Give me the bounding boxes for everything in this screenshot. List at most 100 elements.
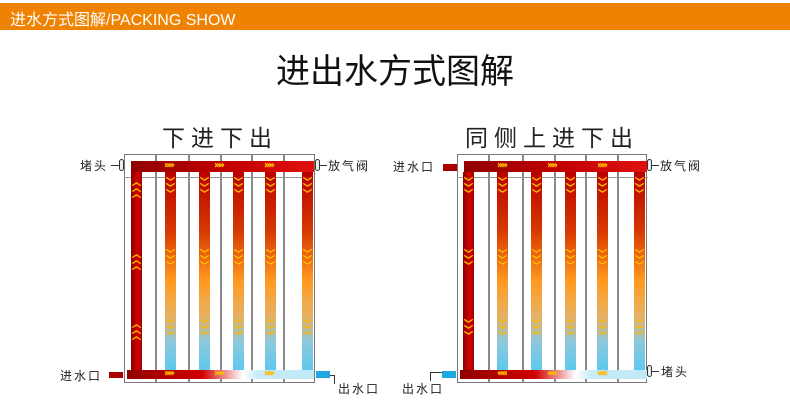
- air-valve-icon: [315, 159, 320, 171]
- label-inlet: 进水口: [393, 160, 436, 174]
- arrow-right-icon: »»: [597, 160, 608, 171]
- arrow-up-icon: ︿ ︿ ︿: [131, 320, 141, 342]
- arrow-down-icon: ﹀ ﹀ ﹀: [565, 178, 575, 200]
- radiator-tube: [233, 172, 244, 370]
- arrow-down-icon: ﹀ ﹀ ﹀: [165, 178, 175, 200]
- arrow-right-icon: »»: [497, 160, 508, 171]
- top-header-pipe: [131, 161, 314, 172]
- arrow-down-icon: ﹀ ﹀ ﹀: [634, 320, 644, 342]
- arrow-down-icon: ﹀ ﹀ ﹀: [497, 250, 507, 272]
- leader-line: [111, 165, 119, 166]
- arrow-down-icon: ﹀ ﹀ ﹀: [597, 178, 607, 200]
- column-divider: [188, 154, 190, 383]
- arrow-down-icon: ﹀ ﹀ ﹀: [463, 178, 473, 200]
- label-air-valve: 放气阀: [328, 159, 371, 173]
- arrow-down-icon: ﹀ ﹀ ﹀: [565, 250, 575, 272]
- label-outlet: 出水口: [338, 382, 381, 396]
- plug-cap-icon: [647, 365, 652, 377]
- diagram-title-bottom-in-bottom-out: 下进下出: [162, 126, 278, 152]
- arrow-down-icon: ﹀ ﹀ ﹀: [497, 178, 507, 200]
- arrow-down-icon: ﹀ ﹀ ﹀: [199, 320, 209, 342]
- arrow-down-icon: ﹀ ﹀ ﹀: [531, 178, 541, 200]
- arrow-right-icon: »»: [547, 160, 558, 171]
- inlet-pipe: [109, 372, 123, 378]
- radiator-tube: [199, 172, 210, 370]
- leader-line: [330, 375, 334, 376]
- radiator-tube: [634, 172, 645, 370]
- column-divider: [220, 154, 222, 383]
- leader-line: [652, 165, 659, 166]
- radiator-frame: [457, 154, 647, 383]
- arrow-right-icon: »»: [164, 160, 175, 171]
- label-outlet: 出水口: [402, 382, 445, 396]
- arrow-left-icon: ««: [547, 368, 558, 379]
- arrow-down-icon: ﹀ ﹀ ﹀: [565, 320, 575, 342]
- arrow-down-icon: ﹀ ﹀ ﹀: [233, 178, 243, 200]
- arrow-down-icon: ﹀ ﹀ ﹀: [165, 320, 175, 342]
- arrow-down-icon: ﹀ ﹀ ﹀: [233, 320, 243, 342]
- top-header-pipe: [464, 161, 647, 172]
- arrow-left-icon: ««: [597, 368, 608, 379]
- column-divider: [522, 154, 524, 383]
- arrow-up-icon: ︿ ︿ ︿: [131, 250, 141, 272]
- radiator-tube: [131, 172, 142, 370]
- arrow-down-icon: ﹀ ﹀ ﹀: [634, 178, 644, 200]
- header-bar: 进水方式图解/PACKING SHOW: [0, 3, 790, 30]
- inlet-pipe: [443, 164, 457, 171]
- bottom-header-pipe: [460, 370, 647, 379]
- arrow-down-icon: ﹀ ﹀ ﹀: [302, 250, 312, 272]
- frame-line: [457, 177, 648, 178]
- arrow-down-icon: ﹀ ﹀ ﹀: [497, 320, 507, 342]
- arrow-down-icon: ﹀ ﹀ ﹀: [531, 250, 541, 272]
- radiator-tube: [265, 172, 276, 370]
- arrow-right-icon: »»: [214, 160, 225, 171]
- column-divider: [488, 154, 490, 383]
- column-divider: [283, 154, 285, 383]
- column-divider: [554, 154, 556, 383]
- arrow-down-icon: ﹀ ﹀ ﹀: [199, 250, 209, 272]
- leader-line: [430, 372, 442, 373]
- diagram-title-same-side: 同侧上进下出: [465, 126, 639, 152]
- arrow-down-icon: ﹀ ﹀ ﹀: [302, 320, 312, 342]
- radiator-tube: [302, 172, 313, 370]
- outlet-pipe: [442, 371, 456, 378]
- arrow-down-icon: ﹀ ﹀ ﹀: [302, 178, 312, 200]
- label-plug: 堵头: [661, 365, 690, 379]
- label-inlet: 进水口: [60, 369, 103, 383]
- radiator-tube: [165, 172, 176, 370]
- column-divider: [617, 154, 619, 383]
- page-title: 进出水方式图解: [276, 52, 514, 92]
- header-title: 进水方式图解/PACKING SHOW: [10, 12, 236, 29]
- radiator-tube: [597, 172, 608, 370]
- arrow-down-icon: ﹀ ﹀ ﹀: [233, 250, 243, 272]
- radiator-tube: [463, 172, 474, 370]
- arrow-right-icon: »»: [214, 368, 225, 379]
- arrow-down-icon: ﹀ ﹀ ﹀: [463, 320, 473, 342]
- arrow-down-icon: ﹀ ﹀ ﹀: [463, 250, 473, 272]
- arrow-down-icon: ﹀ ﹀ ﹀: [634, 250, 644, 272]
- arrow-right-icon: »»: [164, 368, 175, 379]
- leader-line: [652, 371, 659, 372]
- arrow-right-icon: »»: [264, 160, 275, 171]
- plug-cap-icon: [119, 159, 124, 171]
- arrow-down-icon: ﹀ ﹀ ﹀: [199, 178, 209, 200]
- column-divider: [155, 154, 157, 383]
- outlet-pipe: [316, 371, 330, 378]
- arrow-down-icon: ﹀ ﹀ ﹀: [265, 250, 275, 272]
- leader-line: [334, 375, 335, 384]
- arrow-right-icon: »»: [264, 368, 275, 379]
- arrow-down-icon: ﹀ ﹀ ﹀: [265, 320, 275, 342]
- air-valve-icon: [647, 159, 652, 171]
- label-air-valve: 放气阀: [660, 159, 703, 173]
- bottom-header-pipe: [127, 370, 314, 379]
- frame-line: [124, 177, 315, 178]
- arrow-down-icon: ﹀ ﹀ ﹀: [597, 320, 607, 342]
- label-plug: 堵头: [80, 159, 109, 173]
- radiator-tube: [497, 172, 508, 370]
- arrow-up-icon: ︿ ︿ ︿: [131, 178, 141, 200]
- arrow-left-icon: ««: [497, 368, 508, 379]
- arrow-down-icon: ﹀ ﹀ ﹀: [531, 320, 541, 342]
- radiator-tube: [565, 172, 576, 370]
- leader-line: [430, 372, 431, 381]
- arrow-down-icon: ﹀ ﹀ ﹀: [265, 178, 275, 200]
